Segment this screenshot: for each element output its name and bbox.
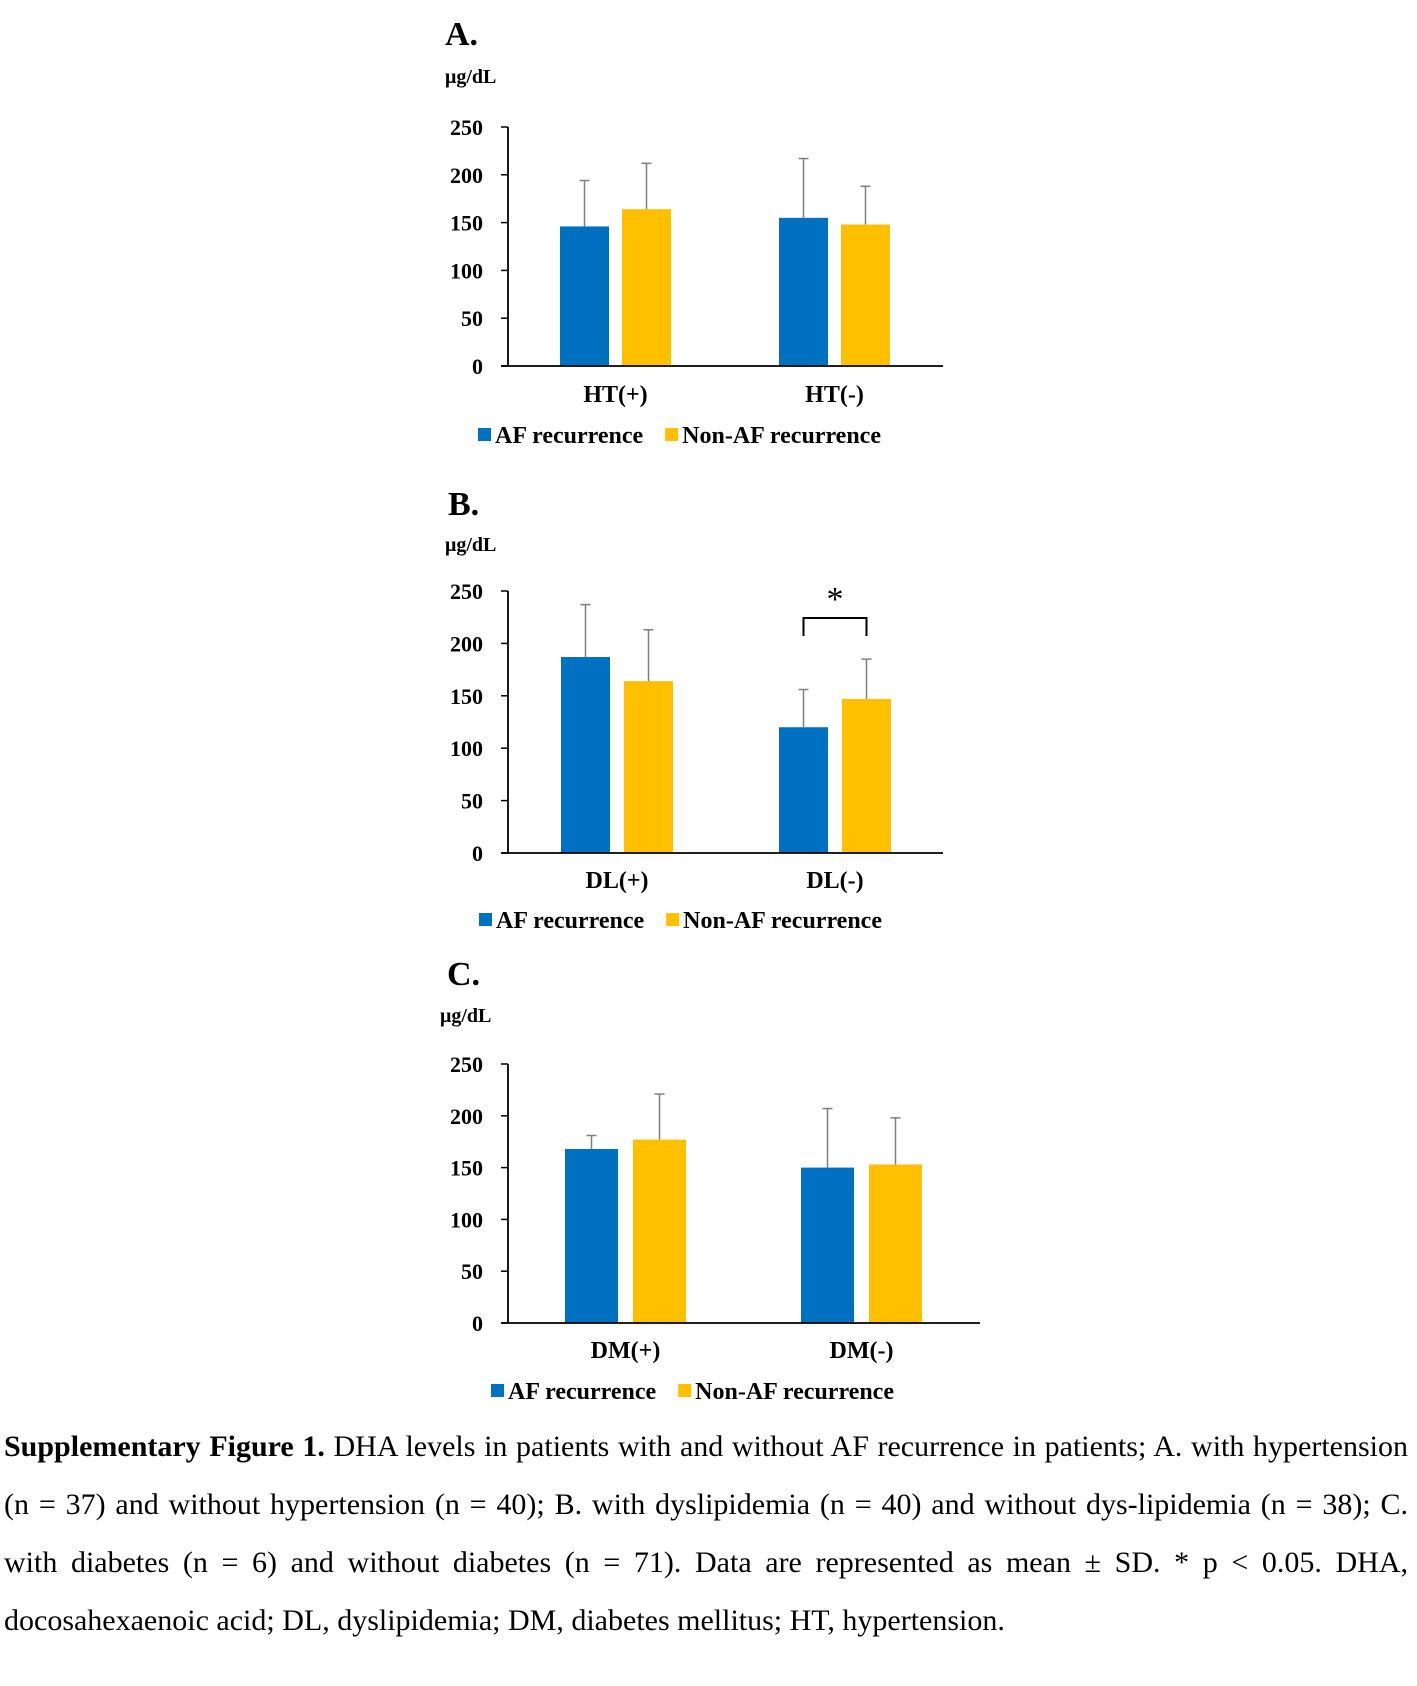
panel-0-y-tick-label: 250 xyxy=(450,115,483,140)
panel-1-significance-bracket xyxy=(802,617,868,636)
panel-0-bar xyxy=(841,224,890,366)
panel-1-y-tick-label: 150 xyxy=(450,684,483,709)
panel-1-y-tick-label: 100 xyxy=(450,736,483,761)
panel-0-bar xyxy=(779,217,828,366)
panel-0-bar xyxy=(560,226,609,366)
panel-2-y-tick-label: 0 xyxy=(472,1311,483,1336)
panel-2-legend-label: AF recurrence xyxy=(508,1379,656,1405)
panel-1-y-tick-label: 0 xyxy=(472,841,483,866)
panel-0-legend-label: Non-AF recurrence xyxy=(682,423,881,449)
panel-1-bar xyxy=(779,727,828,853)
panel-1-y-tick-label: 200 xyxy=(450,631,483,656)
panel-2-y-unit-label: μg/dL xyxy=(440,1005,491,1027)
panel-0-x-tick-label: HT(-) xyxy=(805,382,864,408)
panel-2-y-tick-label: 150 xyxy=(450,1156,483,1181)
panel-1-legend-label: AF recurrence xyxy=(496,908,644,934)
panel-1-letter: B. xyxy=(448,486,479,523)
panel-1-significance-asterisk: * xyxy=(827,581,844,618)
panel-2-bar xyxy=(565,1148,618,1323)
panel-1-bar xyxy=(561,657,610,853)
figure-caption: Supplementary Figure 1. DHA levels in pa… xyxy=(4,1418,1408,1650)
panel-1-x-tick-label: DL(-) xyxy=(806,868,863,894)
panel-0-x-tick-label: HT(+) xyxy=(583,382,647,408)
panel-0-y-tick-label: 50 xyxy=(461,306,483,331)
panel-1-y-tick-label: 250 xyxy=(450,579,483,604)
panel-0-y-tick-label: 150 xyxy=(450,211,483,236)
panel-1-y-unit-label: μg/dL xyxy=(445,534,496,556)
panel-2-legend-swatch xyxy=(491,1384,504,1397)
panel-0-y-unit-label: μg/dL xyxy=(445,66,496,88)
panel-1-x-tick-label: DL(+) xyxy=(586,868,649,894)
panel-2-bar xyxy=(633,1139,686,1323)
panel-2-y-tick-label: 50 xyxy=(461,1259,483,1284)
panel-1-legend-swatch xyxy=(666,913,680,926)
panel-1-bar xyxy=(624,681,673,853)
panel-2-legend-label: Non-AF recurrence xyxy=(695,1379,894,1405)
panel-2-x-tick-label: DM(+) xyxy=(591,1338,661,1364)
panel-1-bar xyxy=(842,698,891,853)
panel-2-x-tick-label: DM(-) xyxy=(830,1338,894,1364)
panel-0-legend-swatch xyxy=(478,428,491,441)
caption-text: DHA levels in patients with and without … xyxy=(4,1430,1408,1637)
panel-2-bar xyxy=(869,1164,922,1323)
panel-0-y-tick-label: 0 xyxy=(472,354,483,379)
panel-0-legend-swatch xyxy=(665,428,679,441)
panel-2-y-tick-label: 100 xyxy=(450,1207,483,1232)
panel-2-legend-swatch xyxy=(678,1384,692,1397)
caption-label: Supplementary Figure 1. xyxy=(4,1430,325,1463)
panel-1-legend-swatch xyxy=(479,913,492,926)
panel-0-legend-label: AF recurrence xyxy=(495,423,643,449)
panel-0-y-tick-label: 200 xyxy=(450,163,483,188)
panel-1-y-tick-label: 50 xyxy=(461,789,483,814)
panel-2-letter: C. xyxy=(447,956,480,993)
figure: A. μg/dL 0 50 100 150 200 250 HT(+) HT(-) AF recur… xyxy=(440,16,980,1405)
panel-2-y-tick-label: 250 xyxy=(450,1052,483,1077)
panel-0-letter: A. xyxy=(445,16,478,53)
panel-1-legend-label: Non-AF recurrence xyxy=(683,908,882,934)
panel-0-bar xyxy=(622,209,671,366)
panel-2-y-tick-label: 200 xyxy=(450,1104,483,1129)
panel-2-bar xyxy=(801,1167,854,1323)
panel-0-y-tick-label: 100 xyxy=(450,258,483,283)
